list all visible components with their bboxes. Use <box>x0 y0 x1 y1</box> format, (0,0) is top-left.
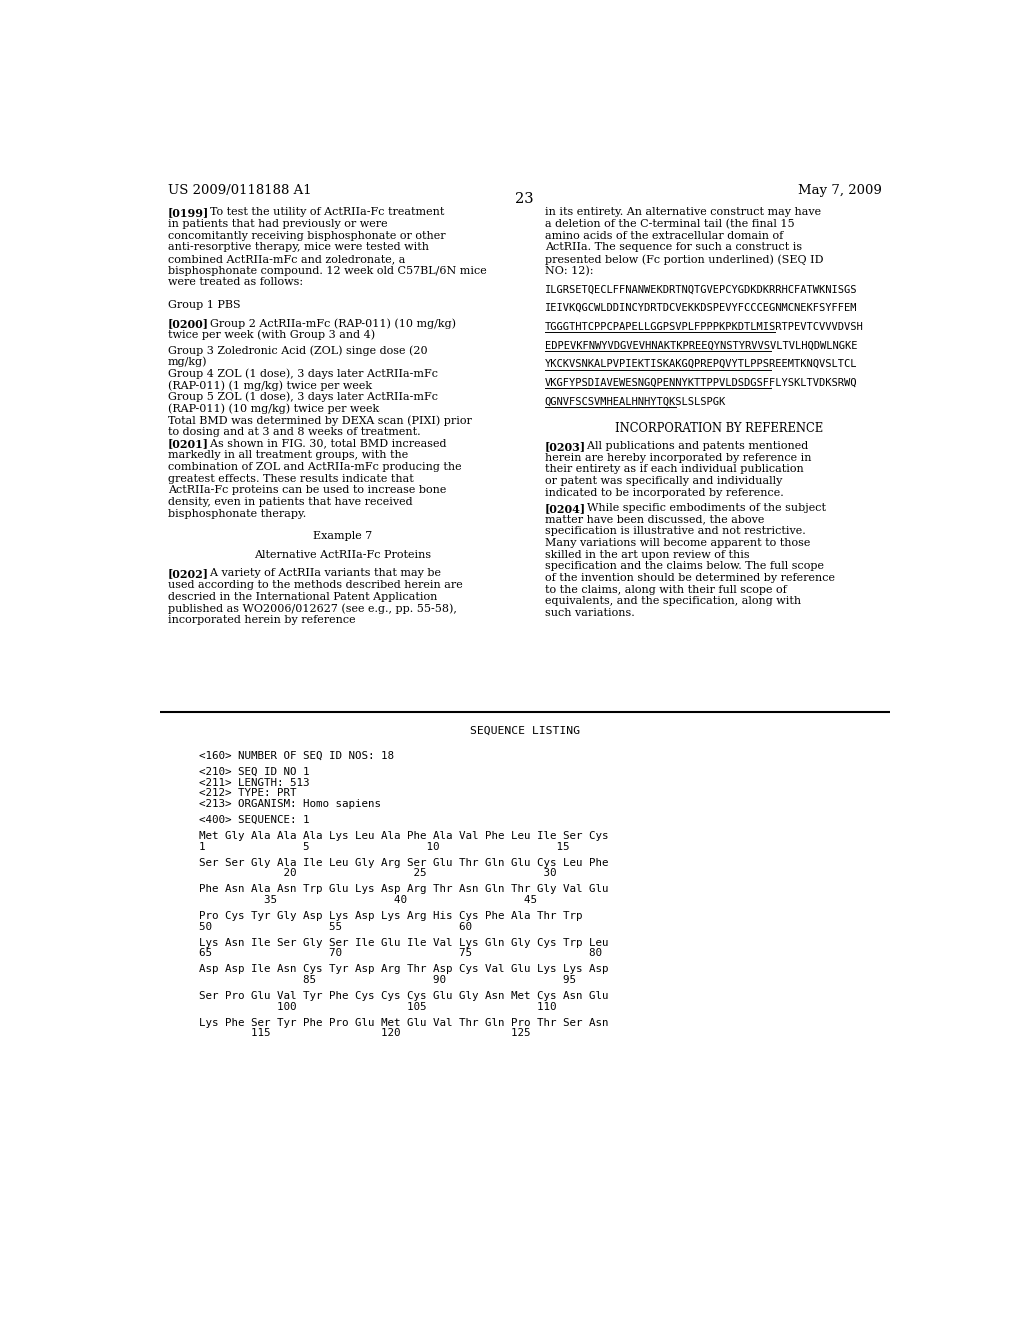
Text: equivalents, and the specification, along with: equivalents, and the specification, alon… <box>545 597 801 606</box>
Text: QGNVFSCSVMHEALHNHYTQKSLSLSPGK: QGNVFSCSVMHEALHNHYTQKSLSLSPGK <box>545 396 726 407</box>
Text: Group 3 Zoledronic Acid (ZOL) singe dose (20: Group 3 Zoledronic Acid (ZOL) singe dose… <box>168 345 427 355</box>
Text: [0202]: [0202] <box>168 569 209 579</box>
Text: 100                 105                 110: 100 105 110 <box>200 1002 557 1011</box>
Text: [0200]: [0200] <box>168 318 209 329</box>
Text: Asp Asp Ile Asn Cys Tyr Asp Arg Thr Asp Cys Val Glu Lys Lys Asp: Asp Asp Ile Asn Cys Tyr Asp Arg Thr Asp … <box>200 965 609 974</box>
Text: density, even in patients that have received: density, even in patients that have rece… <box>168 498 413 507</box>
Text: 1               5                  10                  15: 1 5 10 15 <box>200 842 570 851</box>
Text: used according to the methods described herein are: used according to the methods described … <box>168 579 463 590</box>
Text: presented below (Fc portion underlined) (SEQ ID: presented below (Fc portion underlined) … <box>545 253 823 264</box>
Text: As shown in FIG. 30, total BMD increased: As shown in FIG. 30, total BMD increased <box>204 438 446 449</box>
Text: bisphosphonate compound. 12 week old C57BL/6N mice: bisphosphonate compound. 12 week old C57… <box>168 265 486 276</box>
Text: Total BMD was determined by DEXA scan (PIXI) prior: Total BMD was determined by DEXA scan (P… <box>168 416 472 426</box>
Text: A variety of ActRIIa variants that may be: A variety of ActRIIa variants that may b… <box>204 569 441 578</box>
Text: SEQUENCE LISTING: SEQUENCE LISTING <box>470 726 580 735</box>
Text: May 7, 2009: May 7, 2009 <box>798 183 882 197</box>
Text: specification is illustrative and not restrictive.: specification is illustrative and not re… <box>545 527 806 536</box>
Text: Ser Ser Gly Ala Ile Leu Gly Arg Ser Glu Thr Gln Glu Cys Leu Phe: Ser Ser Gly Ala Ile Leu Gly Arg Ser Glu … <box>200 858 609 867</box>
Text: such variations.: such variations. <box>545 609 635 618</box>
Text: twice per week (with Group 3 and 4): twice per week (with Group 3 and 4) <box>168 330 375 341</box>
Text: markedly in all treatment groups, with the: markedly in all treatment groups, with t… <box>168 450 408 461</box>
Text: <400> SEQUENCE: 1: <400> SEQUENCE: 1 <box>200 814 310 825</box>
Text: Ser Pro Glu Val Tyr Phe Cys Cys Cys Glu Gly Asn Met Cys Asn Glu: Ser Pro Glu Val Tyr Phe Cys Cys Cys Glu … <box>200 991 609 1001</box>
Text: <211> LENGTH: 513: <211> LENGTH: 513 <box>200 777 310 788</box>
Text: Group 2 ActRIIa-mFc (RAP-011) (10 mg/kg): Group 2 ActRIIa-mFc (RAP-011) (10 mg/kg) <box>204 318 457 329</box>
Text: EDPEVKFNWYVDGVEVHNAKTKPREEQYNSTYRVVSVLTVLHQDWLNGKE: EDPEVKFNWYVDGVEVHNAKTKPREEQYNSTYRVVSVLTV… <box>545 341 857 350</box>
Text: to dosing and at 3 and 8 weeks of treatment.: to dosing and at 3 and 8 weeks of treatm… <box>168 426 420 437</box>
Text: (RAP-011) (1 mg/kg) twice per week: (RAP-011) (1 mg/kg) twice per week <box>168 380 372 391</box>
Text: skilled in the art upon review of this: skilled in the art upon review of this <box>545 549 750 560</box>
Text: or patent was specifically and individually: or patent was specifically and individua… <box>545 477 782 486</box>
Text: 35                  40                  45: 35 40 45 <box>200 895 538 906</box>
Text: [0201]: [0201] <box>168 438 209 450</box>
Text: ActRIIa-Fc proteins can be used to increase bone: ActRIIa-Fc proteins can be used to incre… <box>168 486 446 495</box>
Text: Example 7: Example 7 <box>312 531 372 541</box>
Text: specification and the claims below. The full scope: specification and the claims below. The … <box>545 561 823 572</box>
Text: amino acids of the extracellular domain of: amino acids of the extracellular domain … <box>545 231 783 240</box>
Text: VKGFYPSDIAVEWESNGQPENNYKTTPPVLDSDGSFFLYSKLTVDKSRWQ: VKGFYPSDIAVEWESNGQPENNYKTTPPVLDSDGSFFLYS… <box>545 378 857 388</box>
Text: All publications and patents mentioned: All publications and patents mentioned <box>581 441 809 451</box>
Text: descried in the International Patent Application: descried in the International Patent App… <box>168 591 437 602</box>
Text: greatest effects. These results indicate that: greatest effects. These results indicate… <box>168 474 414 483</box>
Text: to the claims, along with their full scope of: to the claims, along with their full sco… <box>545 585 786 595</box>
Text: TGGGTHTCPPCPAPELLGGPSVPLFPPPKPKDTLMISRTPEVTCVVVDVSH: TGGGTHTCPPCPAPELLGGPSVPLFPPPKPKDTLMISRTP… <box>545 322 863 331</box>
Text: 85                  90                  95: 85 90 95 <box>200 975 577 985</box>
Text: anti-resorptive therapy, mice were tested with: anti-resorptive therapy, mice were teste… <box>168 243 429 252</box>
Text: Many variations will become apparent to those: Many variations will become apparent to … <box>545 539 810 548</box>
Text: combination of ZOL and ActRIIa-mFc producing the: combination of ZOL and ActRIIa-mFc produ… <box>168 462 461 473</box>
Text: indicated to be incorporated by reference.: indicated to be incorporated by referenc… <box>545 487 783 498</box>
Text: [0203]: [0203] <box>545 441 586 451</box>
Text: incorporated herein by reference: incorporated herein by reference <box>168 615 355 626</box>
Text: Group 4 ZOL (1 dose), 3 days later ActRIIa-mFc: Group 4 ZOL (1 dose), 3 days later ActRI… <box>168 368 437 379</box>
Text: in its entirety. An alternative construct may have: in its entirety. An alternative construc… <box>545 207 821 218</box>
Text: Phe Asn Ala Asn Trp Glu Lys Asp Arg Thr Asn Gln Thr Gly Val Glu: Phe Asn Ala Asn Trp Glu Lys Asp Arg Thr … <box>200 884 609 895</box>
Text: a deletion of the C-terminal tail (the final 15: a deletion of the C-terminal tail (the f… <box>545 219 795 230</box>
Text: ILGRSETQECLFFNANWEKDRTNQTGVEPCYGDKDKRRHCFATWKNISGS: ILGRSETQECLFFNANWEKDRTNQTGVEPCYGDKDKRRHC… <box>545 284 857 294</box>
Text: NO: 12):: NO: 12): <box>545 265 593 276</box>
Text: IEIVKQGCWLDDINCYDRTDCVEKKDSPEVYFCCCEGNMCNEKFSYFFEM: IEIVKQGCWLDDINCYDRTDCVEKKDSPEVYFCCCEGNMC… <box>545 304 857 313</box>
Text: in patients that had previously or were: in patients that had previously or were <box>168 219 387 228</box>
Text: Group 1 PBS: Group 1 PBS <box>168 300 241 309</box>
Text: <213> ORGANISM: Homo sapiens: <213> ORGANISM: Homo sapiens <box>200 799 381 809</box>
Text: Group 5 ZOL (1 dose), 3 days later ActRIIa-mFc: Group 5 ZOL (1 dose), 3 days later ActRI… <box>168 392 437 403</box>
Text: 115                 120                 125: 115 120 125 <box>200 1028 530 1039</box>
Text: 20                  25                  30: 20 25 30 <box>200 869 557 878</box>
Text: 50                  55                  60: 50 55 60 <box>200 921 472 932</box>
Text: bisphosphonate therapy.: bisphosphonate therapy. <box>168 508 306 519</box>
Text: concomitantly receiving bisphosphonate or other: concomitantly receiving bisphosphonate o… <box>168 231 445 240</box>
Text: <160> NUMBER OF SEQ ID NOS: 18: <160> NUMBER OF SEQ ID NOS: 18 <box>200 751 394 760</box>
Text: YKCKVSNKALPVPIEKTISKAKGQPREPQVYTLPPSREEMTKNQVSLTCL: YKCKVSNKALPVPIEKTISKAKGQPREPQVYTLPPSREEM… <box>545 359 857 370</box>
Text: Met Gly Ala Ala Ala Lys Leu Ala Phe Ala Val Phe Leu Ile Ser Cys: Met Gly Ala Ala Ala Lys Leu Ala Phe Ala … <box>200 832 609 841</box>
Text: their entirety as if each individual publication: their entirety as if each individual pub… <box>545 465 804 474</box>
Text: were treated as follows:: were treated as follows: <box>168 277 303 288</box>
Text: Lys Phe Ser Tyr Phe Pro Glu Met Glu Val Thr Gln Pro Thr Ser Asn: Lys Phe Ser Tyr Phe Pro Glu Met Glu Val … <box>200 1018 609 1028</box>
Text: Alternative ActRIIa-Fc Proteins: Alternative ActRIIa-Fc Proteins <box>254 549 431 560</box>
Text: To test the utility of ActRIIa-Fc treatment: To test the utility of ActRIIa-Fc treatm… <box>204 207 444 218</box>
Text: herein are hereby incorporated by reference in: herein are hereby incorporated by refere… <box>545 453 811 462</box>
Text: [0204]: [0204] <box>545 503 586 513</box>
Text: Pro Cys Tyr Gly Asp Lys Asp Lys Arg His Cys Phe Ala Thr Trp: Pro Cys Tyr Gly Asp Lys Asp Lys Arg His … <box>200 911 583 921</box>
Text: of the invention should be determined by reference: of the invention should be determined by… <box>545 573 835 583</box>
Text: published as WO2006/012627 (see e.g., pp. 55-58),: published as WO2006/012627 (see e.g., pp… <box>168 603 457 614</box>
Text: <212> TYPE: PRT: <212> TYPE: PRT <box>200 788 297 799</box>
Text: INCORPORATION BY REFERENCE: INCORPORATION BY REFERENCE <box>615 422 823 436</box>
Text: <210> SEQ ID NO 1: <210> SEQ ID NO 1 <box>200 767 310 777</box>
Text: mg/kg): mg/kg) <box>168 356 207 367</box>
Text: 23: 23 <box>515 191 535 206</box>
Text: matter have been discussed, the above: matter have been discussed, the above <box>545 515 764 524</box>
Text: (RAP-011) (10 mg/kg) twice per week: (RAP-011) (10 mg/kg) twice per week <box>168 404 379 414</box>
Text: 65                  70                  75                  80: 65 70 75 80 <box>200 948 602 958</box>
Text: Lys Asn Ile Ser Gly Ser Ile Glu Ile Val Lys Gln Gly Cys Trp Leu: Lys Asn Ile Ser Gly Ser Ile Glu Ile Val … <box>200 937 609 948</box>
Text: combined ActRIIa-mFc and zoledronate, a: combined ActRIIa-mFc and zoledronate, a <box>168 253 406 264</box>
Text: While specific embodiments of the subject: While specific embodiments of the subjec… <box>581 503 826 513</box>
Text: US 2009/0118188 A1: US 2009/0118188 A1 <box>168 183 311 197</box>
Text: ActRIIa. The sequence for such a construct is: ActRIIa. The sequence for such a constru… <box>545 243 802 252</box>
Text: [0199]: [0199] <box>168 207 209 218</box>
